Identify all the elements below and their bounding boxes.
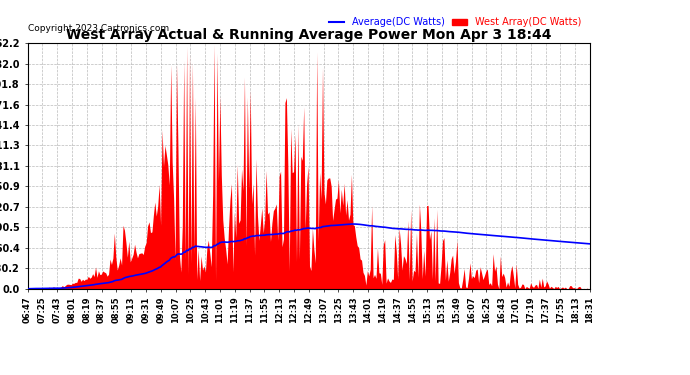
Legend: Average(DC Watts), West Array(DC Watts): Average(DC Watts), West Array(DC Watts) [326,13,585,32]
Title: West Array Actual & Running Average Power Mon Apr 3 18:44: West Array Actual & Running Average Powe… [66,28,551,42]
Text: Copyright 2023 Cartronics.com: Copyright 2023 Cartronics.com [28,24,169,33]
